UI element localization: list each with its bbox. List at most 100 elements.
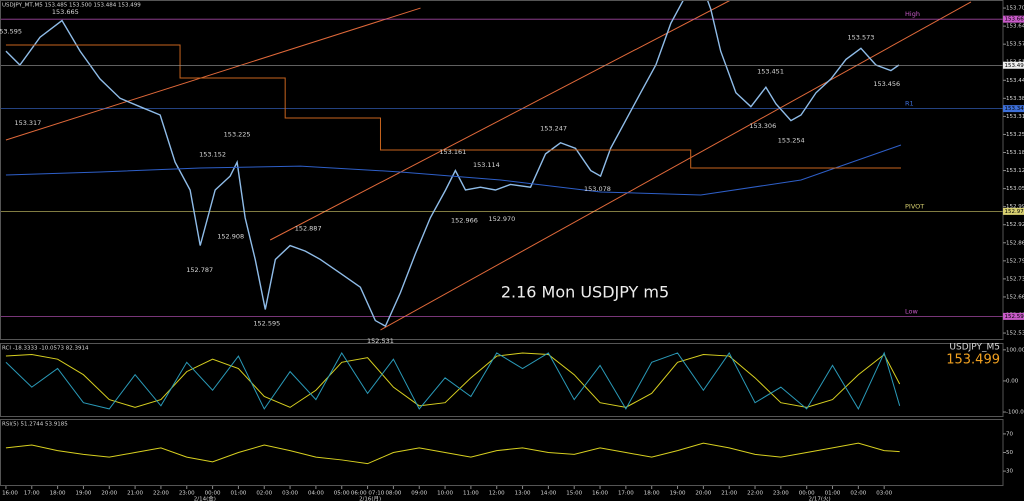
x-tick-label: 00:00	[205, 491, 221, 497]
price-label: 153.665	[52, 8, 79, 16]
chart-annotation: 2.16 Mon USDJPY m5	[501, 283, 669, 302]
y-tick-label: 153.445	[1006, 78, 1024, 84]
panel	[5, 351, 901, 410]
y-tick-label: 152.925	[1006, 222, 1024, 228]
x-tick-label: 14:00	[540, 491, 556, 497]
level-name: High	[905, 10, 920, 18]
level-price: 152.973	[1005, 209, 1024, 215]
panel	[5, 442, 900, 465]
x-tick-label: 05:00	[334, 491, 350, 497]
y-tick-label: 152.535	[1006, 331, 1024, 337]
y-tick-label: 30	[1006, 469, 1013, 475]
series-line	[5, 0, 900, 328]
y-tick-label: 152.665	[1006, 294, 1024, 300]
x-tick-label: 23:00	[773, 491, 789, 497]
y-tick-label: 153.575	[1006, 42, 1024, 48]
x-tick-label: 21:00	[721, 491, 737, 497]
x-tick-label: 02:00	[850, 491, 866, 497]
level-price-box	[1003, 207, 1024, 215]
x-tick-label: 19:00	[670, 491, 686, 497]
level-price: 153.665	[1005, 17, 1024, 23]
x-tick-label: 12:00	[489, 491, 505, 497]
y-tick-label: 152.795	[1006, 258, 1024, 264]
panel-title: USDJPY_MT,M5 153.485 153.500 153.484 153…	[2, 3, 141, 9]
y-tick-label: 152.860	[1006, 240, 1024, 246]
y-tick-label: 153.380	[1006, 96, 1024, 102]
level-name: PIVOT	[905, 202, 924, 210]
x-tick-label: 16:00	[592, 491, 608, 497]
level-price-box	[1003, 105, 1024, 113]
x-tick-label: 18:00	[50, 491, 66, 497]
x-tick-label: 09:00	[411, 491, 427, 497]
date-label: 2/17(火)	[809, 497, 831, 501]
x-tick-label: 08:00	[385, 491, 401, 497]
y-tick-label: 153.315	[1006, 114, 1024, 120]
y-tick-label: 153.055	[1006, 186, 1024, 192]
price-label: 152.787	[186, 266, 213, 274]
big-price: 153.499	[946, 353, 1000, 368]
x-tick-label: 17:00	[24, 491, 40, 497]
x-tick-label: 16:00	[2, 491, 18, 497]
y-tick-label: 70	[1006, 431, 1013, 437]
level-name: R1	[905, 100, 914, 108]
x-tick-label: 00:00	[799, 491, 815, 497]
x-tick-label: 01:00	[825, 491, 841, 497]
symbol-label: USDJPY_M5	[949, 343, 1000, 353]
y-tick-label: 152.730	[1006, 276, 1024, 282]
x-tick-label: 19:00	[76, 491, 92, 497]
x-tick-label: 02:00	[256, 491, 272, 497]
price-label: 153.247	[540, 124, 567, 132]
level-price: 153.343	[1005, 106, 1024, 112]
x-tick-label: 18:00	[644, 491, 660, 497]
price-label: 152.887	[295, 224, 322, 232]
x-tick-label: 03:00	[282, 491, 298, 497]
price-label: 153.078	[584, 185, 611, 193]
y-tick-label: 153.705	[1006, 6, 1024, 12]
x-tick-label: 10:00	[437, 491, 453, 497]
series-line	[5, 144, 902, 196]
price-label: 152.595	[253, 319, 280, 327]
x-tick-label: 13:00	[515, 491, 531, 497]
x-tick-label: 01:00	[230, 491, 246, 497]
price-label: 152.966	[451, 216, 478, 224]
panel	[0, 0, 1003, 331]
price-label: 153.306	[749, 122, 776, 130]
x-tick-label: 21:00	[127, 491, 143, 497]
y-tick-label: 153.250	[1006, 132, 1024, 138]
series-line	[5, 351, 901, 410]
y-tick-label: 153.185	[1006, 150, 1024, 156]
trend-line	[380, 1, 972, 331]
level-price: 152.595	[1005, 314, 1024, 320]
price-label: 153.254	[778, 136, 805, 144]
x-tick-label: 20:00	[101, 491, 117, 497]
level-name: Low	[905, 307, 918, 315]
trend-line	[5, 7, 421, 141]
x-tick-label: 03:00	[876, 491, 892, 497]
last-price-label: 153.499	[1005, 63, 1024, 69]
panel-title: RCI -18.3333 -10.0573 82.3914	[2, 346, 89, 352]
x-tick-label: 11:00	[463, 491, 479, 497]
x-tick-label: 22:00	[153, 491, 169, 497]
price-label: 152.908	[217, 232, 244, 240]
y-tick-label: 100.00	[1006, 347, 1024, 353]
x-tick-label: 04:00	[308, 491, 324, 497]
x-tick-label: 06:00 07:10	[351, 491, 385, 497]
y-tick-label: 0.00	[1006, 378, 1019, 384]
y-tick-label: 50	[1006, 450, 1013, 456]
price-label: 153.573	[847, 34, 874, 42]
x-tick-label: 23:00	[179, 491, 195, 497]
level-price-box	[1003, 15, 1024, 23]
panel-frame	[0, 0, 1004, 340]
trend-line	[269, 0, 731, 241]
date-label: 2/14(金)	[194, 495, 216, 501]
price-label: 152.531	[367, 337, 394, 345]
y-tick-label: 153.120	[1006, 168, 1024, 174]
y-tick-label: 152.990	[1006, 204, 1024, 210]
level-price-box	[1003, 312, 1024, 320]
x-tick-label: 17:00	[618, 491, 634, 497]
series-line	[5, 44, 901, 169]
y-tick-label: 153.640	[1006, 24, 1024, 30]
price-label: 152.970	[488, 215, 515, 223]
